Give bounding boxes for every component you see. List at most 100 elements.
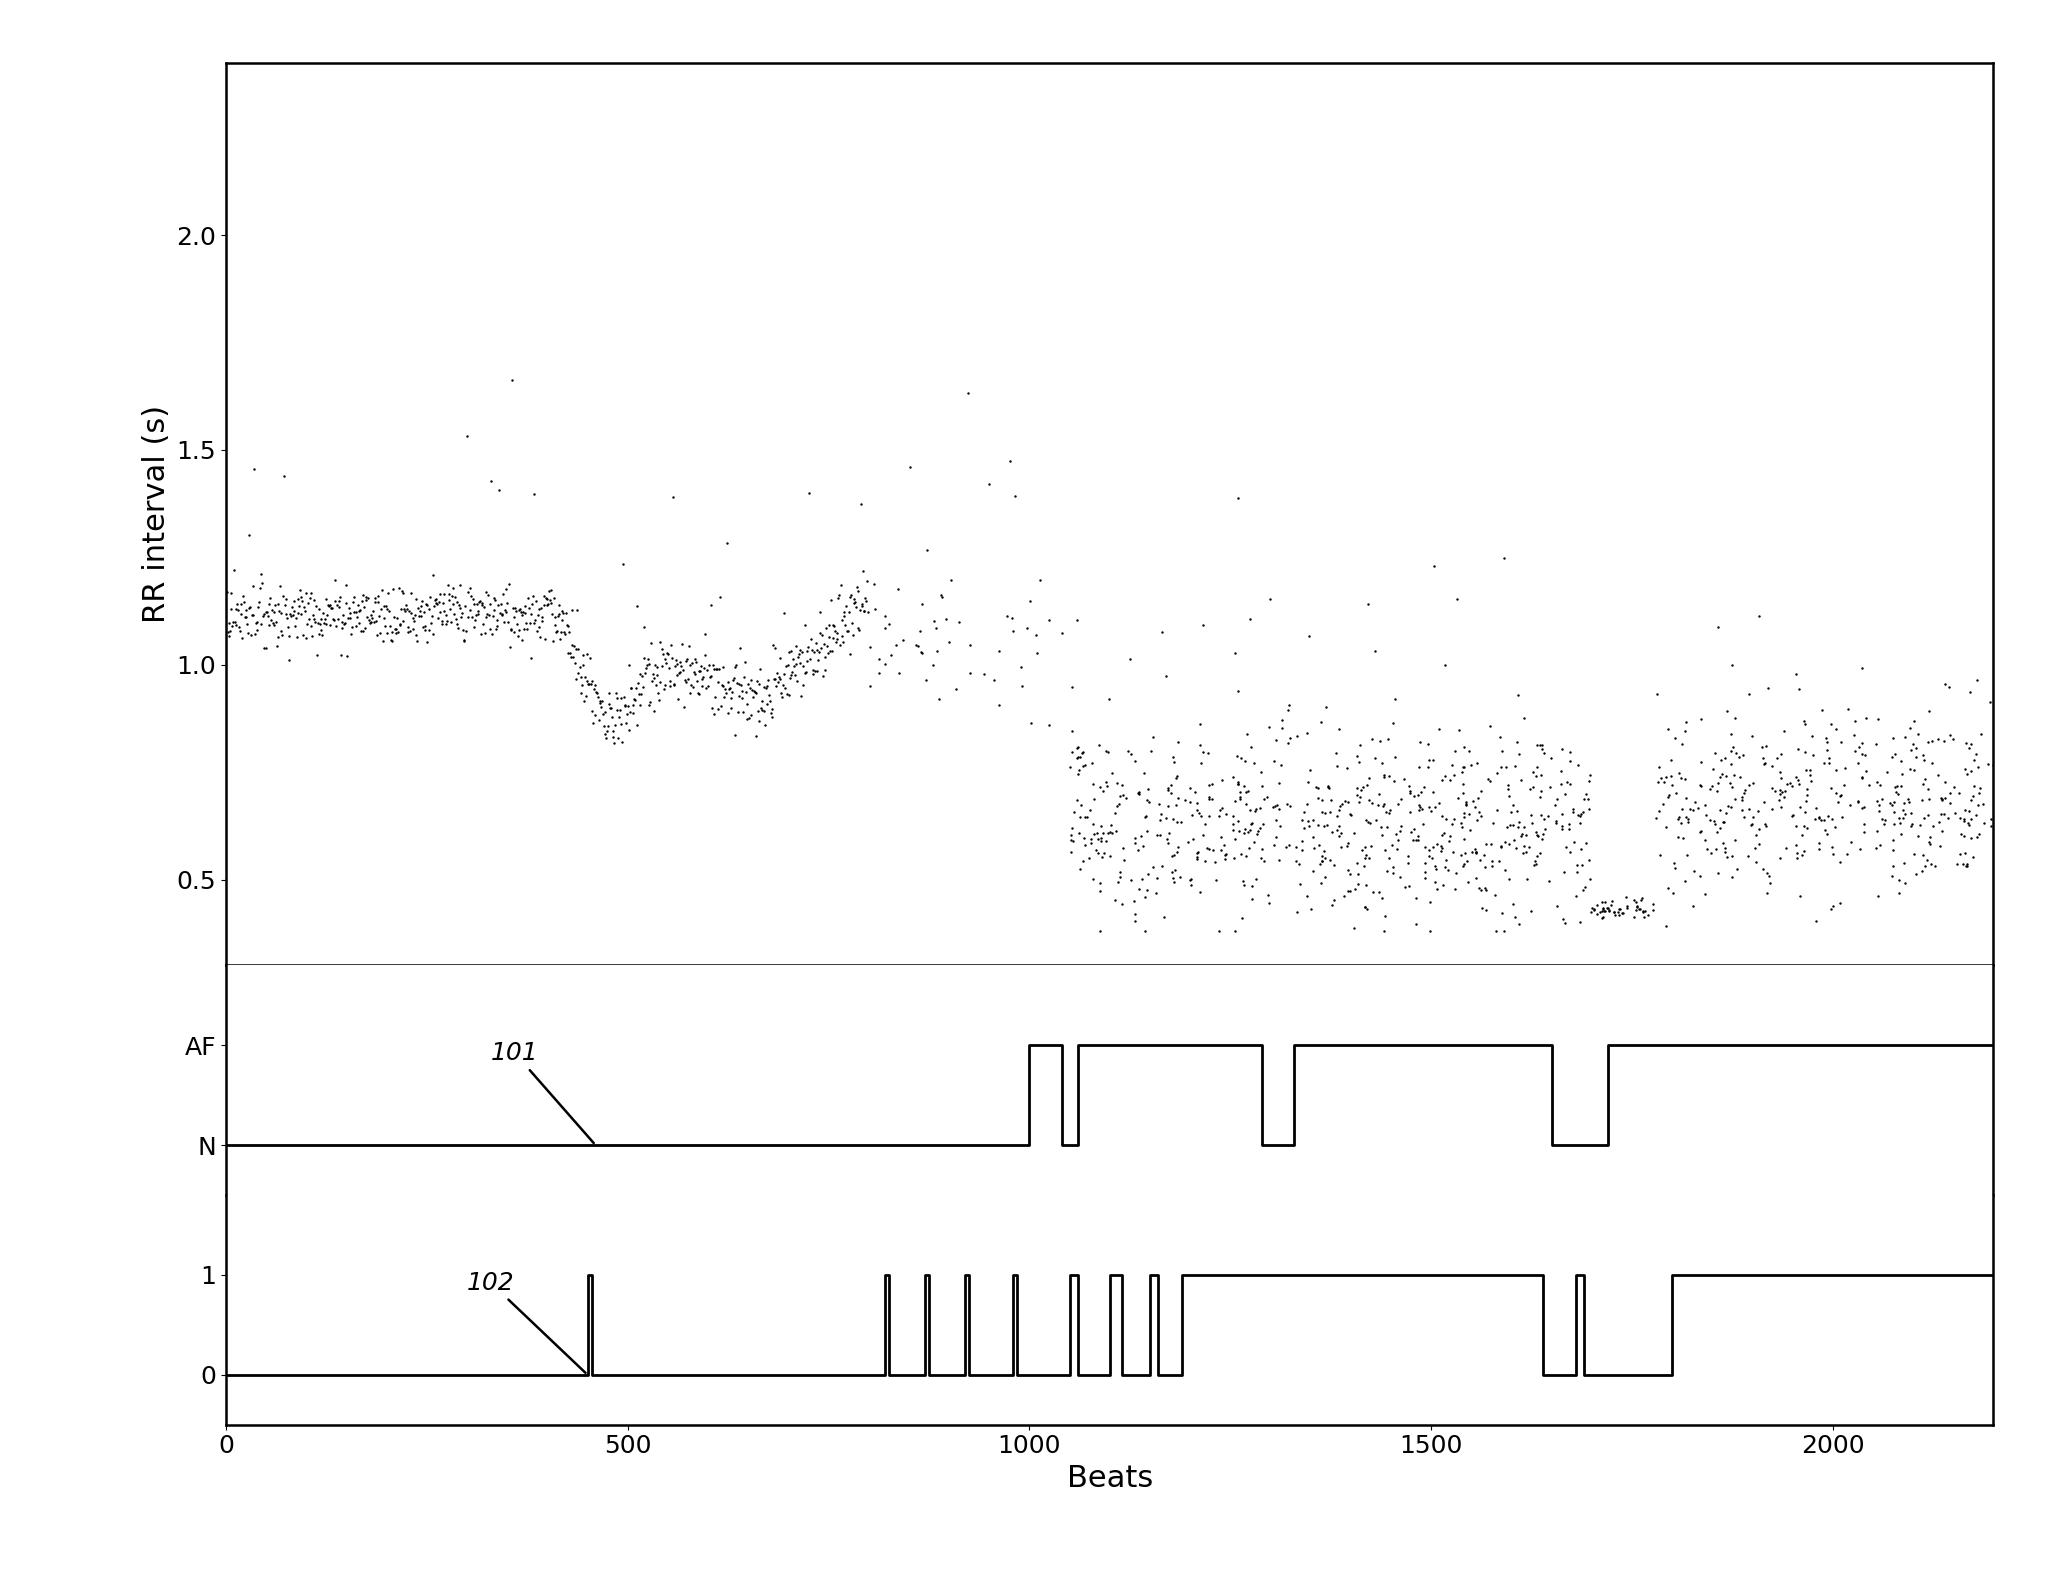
Point [1155,780,1188,806]
Point [506,603,538,628]
Point [880,632,912,657]
Point [261,592,294,617]
Point [1303,852,1336,877]
Point [684,654,717,679]
Point [1393,799,1426,825]
Point [610,693,643,719]
Point [1911,847,1944,872]
Point [1815,776,1847,801]
Point [1915,750,1948,776]
Point [781,668,814,693]
Point [1258,833,1291,858]
Point [1404,779,1436,804]
Point [1911,803,1944,828]
Point [514,646,547,671]
Point [1412,795,1445,820]
Point [608,692,641,717]
Point [543,592,575,617]
Point [292,590,325,616]
Point [1223,818,1256,844]
Point [1913,787,1946,812]
Point [725,678,758,703]
Point [629,614,662,640]
Point [1751,861,1784,886]
Point [1420,831,1453,856]
Point [1229,779,1262,804]
Point [1492,773,1525,798]
Point [479,587,512,613]
Point [487,581,520,606]
Point [1527,807,1560,833]
Point [1815,711,1847,736]
Point [1430,806,1463,831]
Point [528,625,561,651]
Point [405,589,438,614]
Point [789,660,822,685]
Point [1669,785,1702,810]
Point [674,652,707,678]
Point [711,670,744,695]
Point [608,693,641,719]
Point [1749,750,1782,776]
Point [1412,747,1445,773]
Point [592,712,625,738]
Point [1459,836,1492,861]
Point [1352,787,1385,812]
Point [637,662,670,687]
Point [284,578,316,603]
Point [1054,754,1087,779]
Point [1233,606,1266,632]
Point [516,584,549,609]
Point [380,616,413,641]
Point [489,598,522,624]
Point [216,614,249,640]
Point [1173,776,1206,801]
Point [462,589,495,614]
Point [1293,757,1325,782]
Point [1095,812,1128,837]
Point [1473,768,1506,793]
Point [1447,771,1480,796]
Point [1130,877,1163,902]
Point [1237,750,1270,776]
Point [1671,842,1704,867]
Point [1749,733,1782,758]
Point [1845,765,1878,790]
Point [614,676,647,701]
Point [1494,799,1527,825]
Point [1478,883,1510,909]
Point [1235,810,1268,836]
Point [1716,652,1749,678]
Point [1765,741,1798,766]
Point [1149,806,1182,831]
Point [1829,755,1862,780]
Point [341,605,374,630]
Point [1406,796,1438,822]
Point [1755,776,1788,801]
Point [553,641,586,666]
Point [1091,820,1124,845]
Point [438,592,471,617]
Point [1071,804,1104,829]
Point [1817,806,1850,831]
Point [764,666,797,692]
Point [863,646,896,671]
Point [1800,796,1833,822]
Point [1153,820,1186,845]
Point [1064,739,1097,765]
Point [1595,888,1628,913]
Point [1486,833,1519,858]
Point [230,611,263,636]
Point [602,704,635,730]
Point [935,567,968,592]
Point [323,584,356,609]
Point [1776,774,1808,799]
Point [454,576,487,602]
Point [501,611,534,636]
Point [1157,806,1190,831]
Point [1280,848,1313,874]
Point [1718,828,1751,853]
Point [1944,822,1977,847]
Point [1662,760,1695,785]
Point [695,663,727,689]
